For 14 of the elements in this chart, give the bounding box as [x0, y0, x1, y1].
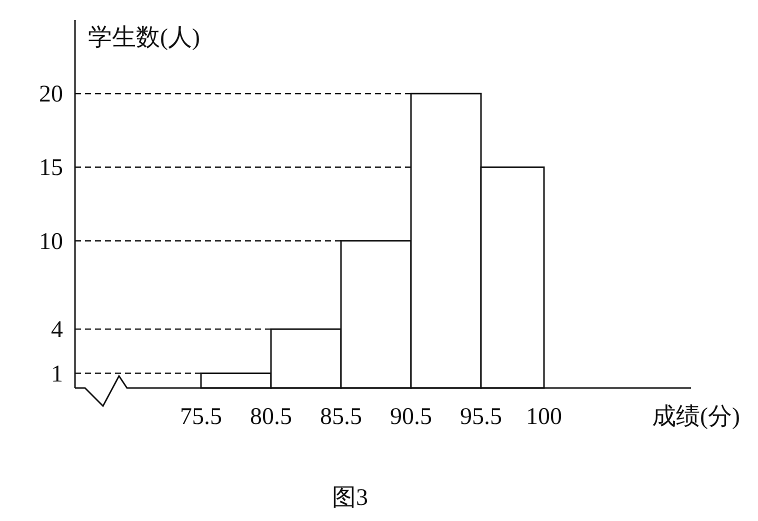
- y-tick-label: 10: [39, 228, 63, 255]
- caption: 图3: [332, 485, 368, 511]
- x-tick-label: 85.5: [320, 404, 362, 430]
- y-tick-label: 15: [39, 155, 63, 182]
- x-tick-label: 100: [526, 404, 562, 430]
- y-tick-label: 20: [39, 82, 63, 108]
- x-tick-label: 80.5: [250, 404, 292, 430]
- y-axis-title: 学生数(人): [88, 25, 200, 51]
- x-axis-title: 成绩(分): [652, 404, 740, 430]
- x-tick-label: 75.5: [180, 404, 222, 430]
- y-tick-label: 1: [51, 361, 63, 388]
- x-tick-label: 90.5: [390, 404, 432, 430]
- x-tick-label: 95.5: [460, 404, 502, 430]
- y-tick-label: 4: [51, 317, 63, 344]
